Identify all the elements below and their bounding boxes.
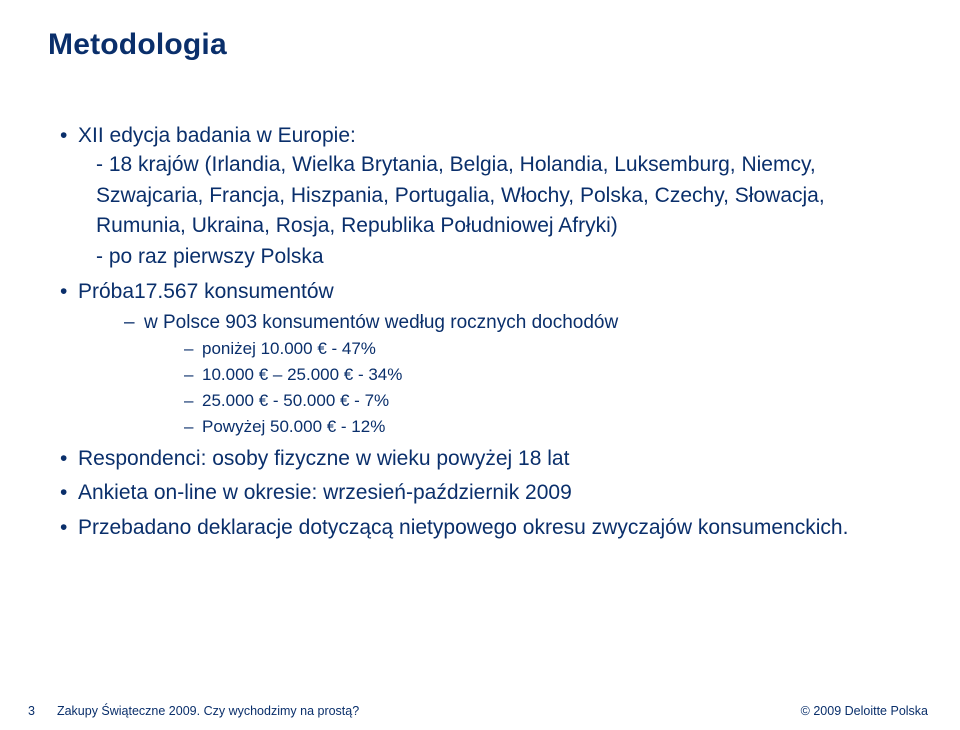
bullet-text: 10.000 € – 25.000 € - 34% [202, 365, 402, 384]
bullet-item: w Polsce 903 konsumentów według rocznych… [124, 310, 912, 438]
bullet-item: Respondenci: osoby fizyczne w wieku powy… [60, 445, 912, 473]
bullet-text: Próba17.567 konsumentów [78, 280, 334, 303]
bullet-item: Próba17.567 konsumentów w Polsce 903 kon… [60, 278, 912, 439]
bullet-item: Powyżej 50.000 € - 12% [184, 416, 912, 439]
bullet-item: XII edycja badania w Europie: - 18 krajó… [60, 122, 912, 272]
bullet-list-l2: w Polsce 903 konsumentów według rocznych… [78, 310, 912, 438]
bullet-continuation: - 18 krajów (Irlandia, Wielka Brytania, … [78, 150, 912, 241]
bullet-continuation: - po raz pierwszy Polska [78, 242, 912, 272]
slide-footer: 3 Zakupy Świąteczne 2009. Czy wychodzimy… [0, 704, 960, 718]
bullet-text: 25.000 € - 50.000 € - 7% [202, 391, 389, 410]
page-number: 3 [28, 704, 35, 718]
bullet-item: Przebadano deklaracje dotyczącą nietypow… [60, 514, 912, 542]
bullet-item: Ankieta on-line w okresie: wrzesień-paźd… [60, 479, 912, 507]
footer-right-text: © 2009 Deloitte Polska [801, 704, 928, 718]
bullet-text: Ankieta on-line w okresie: wrzesień-paźd… [78, 481, 572, 504]
bullet-text: Przebadano deklaracje dotyczącą nietypow… [78, 516, 848, 539]
bullet-text: Powyżej 50.000 € - 12% [202, 417, 385, 436]
footer-left-text: Zakupy Świąteczne 2009. Czy wychodzimy n… [57, 704, 359, 718]
bullet-text: w Polsce 903 konsumentów według rocznych… [144, 312, 618, 333]
page-title: Metodologia [48, 28, 912, 62]
bullet-text: Respondenci: osoby fizyczne w wieku powy… [78, 447, 569, 470]
bullet-item: 25.000 € - 50.000 € - 7% [184, 390, 912, 413]
bullet-item: 10.000 € – 25.000 € - 34% [184, 364, 912, 387]
bullet-text: XII edycja badania w Europie: [78, 124, 356, 147]
bullet-list-l3: poniżej 10.000 € - 47% 10.000 € – 25.000… [144, 338, 912, 439]
bullet-item: poniżej 10.000 € - 47% [184, 338, 912, 361]
footer-left: 3 Zakupy Świąteczne 2009. Czy wychodzimy… [28, 704, 359, 718]
slide: Metodologia XII edycja badania w Europie… [0, 0, 960, 730]
bullet-list-l1: XII edycja badania w Europie: - 18 krajó… [48, 122, 912, 542]
bullet-text: poniżej 10.000 € - 47% [202, 339, 376, 358]
